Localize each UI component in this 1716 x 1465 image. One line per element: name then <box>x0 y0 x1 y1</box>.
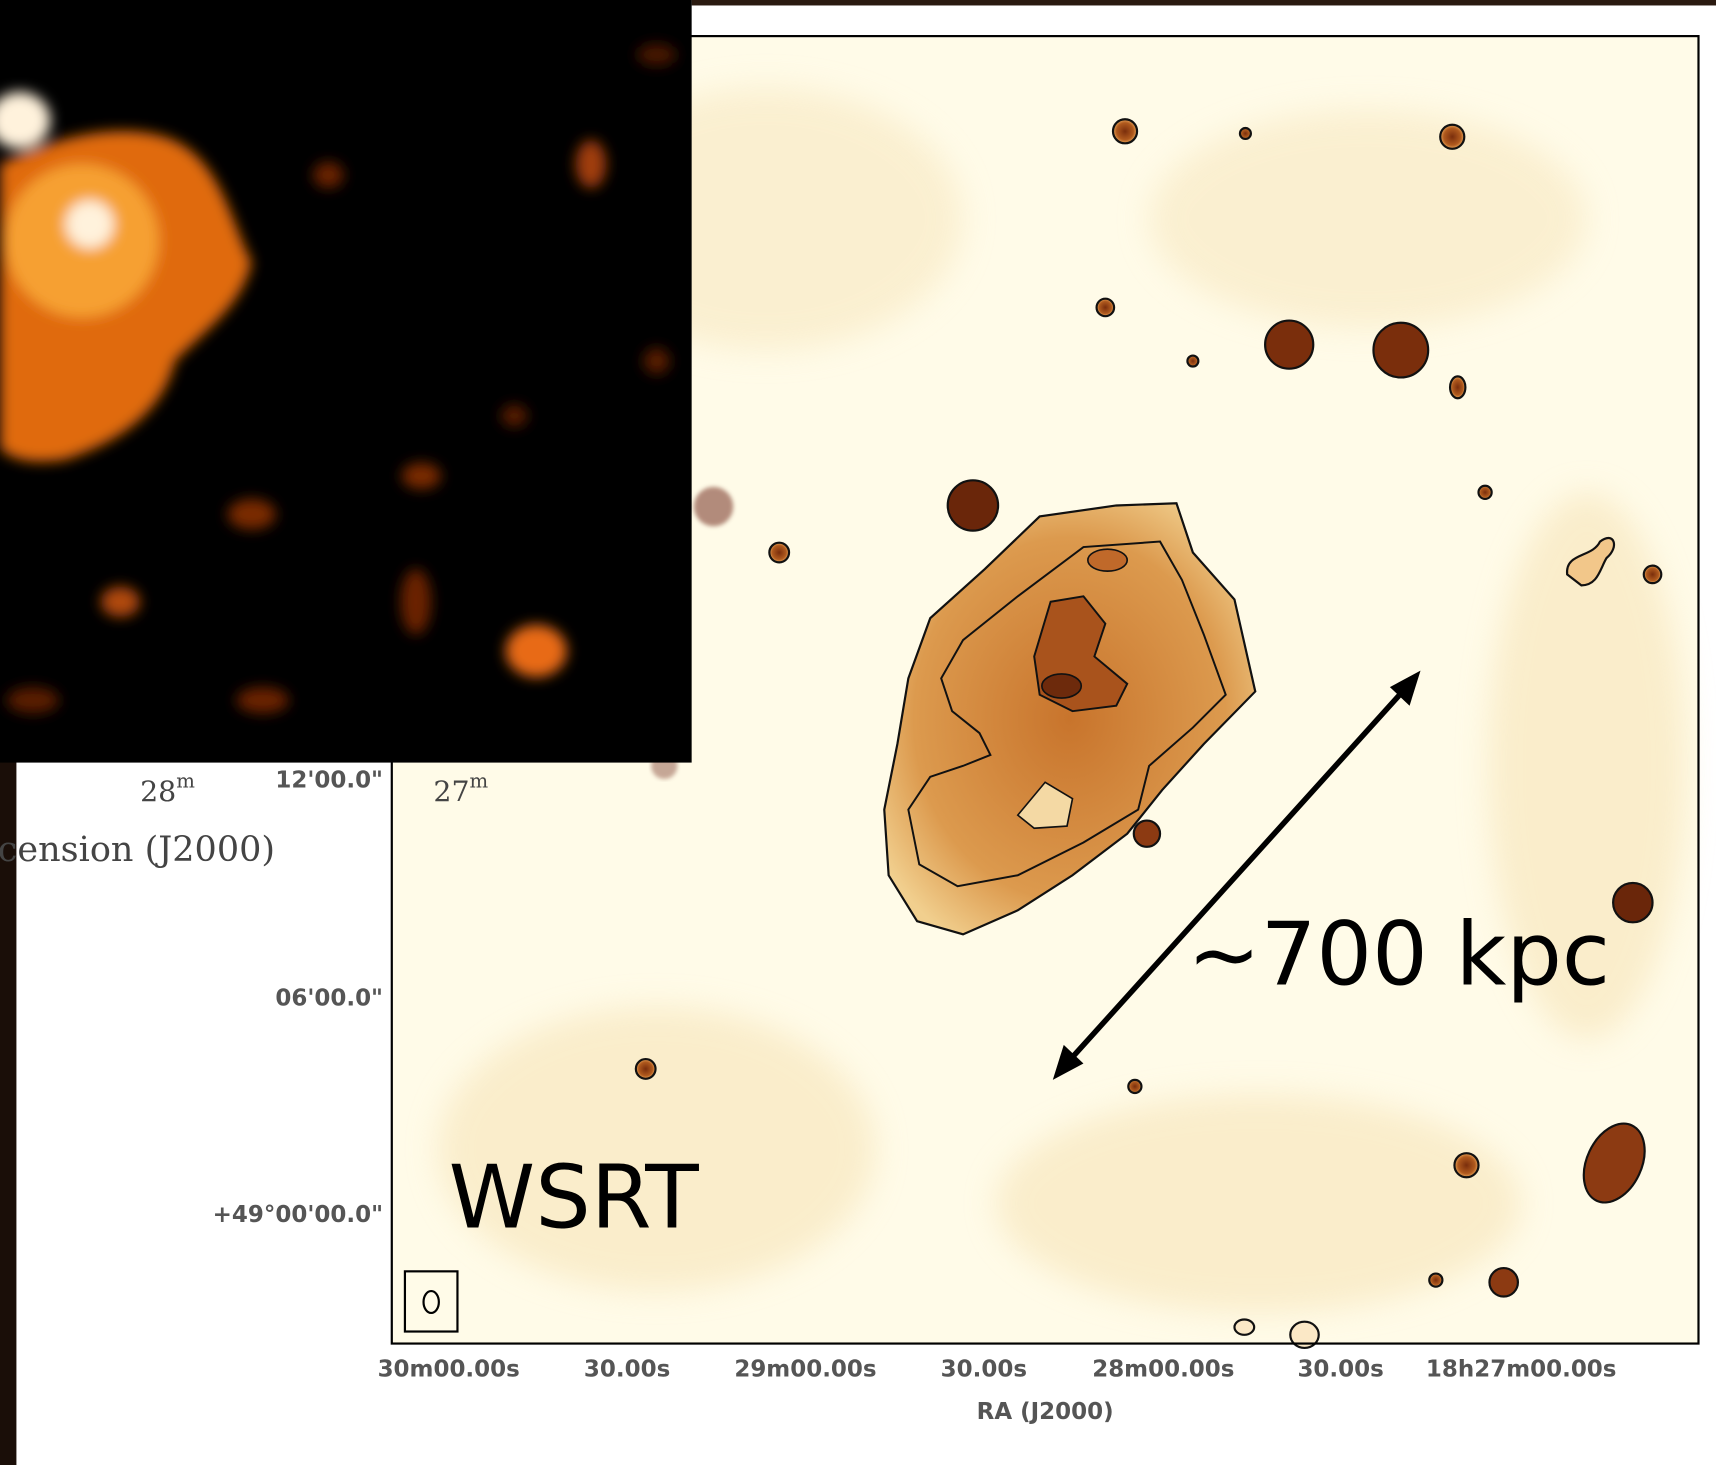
texture <box>1149 109 1587 328</box>
inset-x-tick-label: 28m <box>140 770 195 808</box>
source <box>1429 1274 1442 1287</box>
y-tick-label: 12'00.0" <box>275 768 383 794</box>
source <box>948 480 998 530</box>
inset-blob <box>66 200 114 248</box>
source <box>1479 486 1492 499</box>
beam-box <box>405 1271 458 1331</box>
figure: ~700 kpc WSRT 28m 27m cension (J2000) 30… <box>0 0 1716 1465</box>
tick-main: 28 <box>140 775 176 808</box>
source <box>1113 119 1137 143</box>
x-tick-label: 30m00.00s <box>378 1356 520 1382</box>
source <box>1489 1268 1517 1296</box>
page: WSRT radio halo html, body { margin: 0; … <box>0 0 1716 1465</box>
source <box>1613 883 1652 922</box>
top-strip <box>692 0 1716 5</box>
source <box>694 487 733 526</box>
body: { "main_panel": { "telescope_label": "WS… <box>0 0 1716 1465</box>
inset-blob <box>501 405 527 427</box>
x-tick-label: 29m00.00s <box>734 1356 876 1382</box>
halo-peak-contour <box>1042 674 1081 698</box>
tick-sup: m <box>176 770 195 793</box>
source <box>1187 356 1198 367</box>
inset-blob <box>236 687 289 713</box>
x-axis-label: RA (J2000) <box>977 1399 1114 1425</box>
inset-blob <box>637 44 676 66</box>
source <box>1373 323 1428 378</box>
tick-sup: m <box>470 770 489 793</box>
inset-blob <box>7 687 60 713</box>
inset-blob <box>101 586 140 617</box>
source <box>1644 566 1662 584</box>
halo-knot <box>1088 549 1127 571</box>
inset-blob <box>401 569 432 635</box>
scale-label: ~700 kpc <box>1187 904 1610 1006</box>
x-tick-label: 30.00s <box>941 1356 1027 1382</box>
source <box>1234 1319 1254 1334</box>
inset-x-axis-label: cension (J2000) <box>0 830 275 870</box>
source <box>1265 321 1313 369</box>
x-tick-label: 30.00s <box>584 1356 670 1382</box>
inset-blob <box>576 140 607 188</box>
y-tick-label: +49°00'00.0" <box>213 1202 383 1228</box>
source <box>1454 1153 1478 1177</box>
source <box>1134 821 1160 847</box>
y-tick-label: 06'00.0" <box>275 985 383 1011</box>
source <box>1128 1080 1141 1093</box>
inset-blob <box>644 348 670 374</box>
inset-blob <box>228 499 276 530</box>
inset-blob <box>506 625 567 678</box>
source <box>636 1059 656 1079</box>
source <box>1450 376 1465 398</box>
x-tick-label: 18h27m00.00s <box>1426 1356 1617 1382</box>
source <box>769 543 789 563</box>
source <box>1240 128 1251 139</box>
source <box>1440 125 1464 149</box>
inset-blob <box>402 463 441 489</box>
x-tick-label: 28m00.00s <box>1092 1356 1234 1382</box>
inset-blob <box>313 162 344 188</box>
tick-main: 27 <box>433 775 469 808</box>
source <box>1097 299 1115 317</box>
x-tick-label: 30.00s <box>1297 1356 1383 1382</box>
telescope-label: WSRT <box>449 1147 700 1249</box>
